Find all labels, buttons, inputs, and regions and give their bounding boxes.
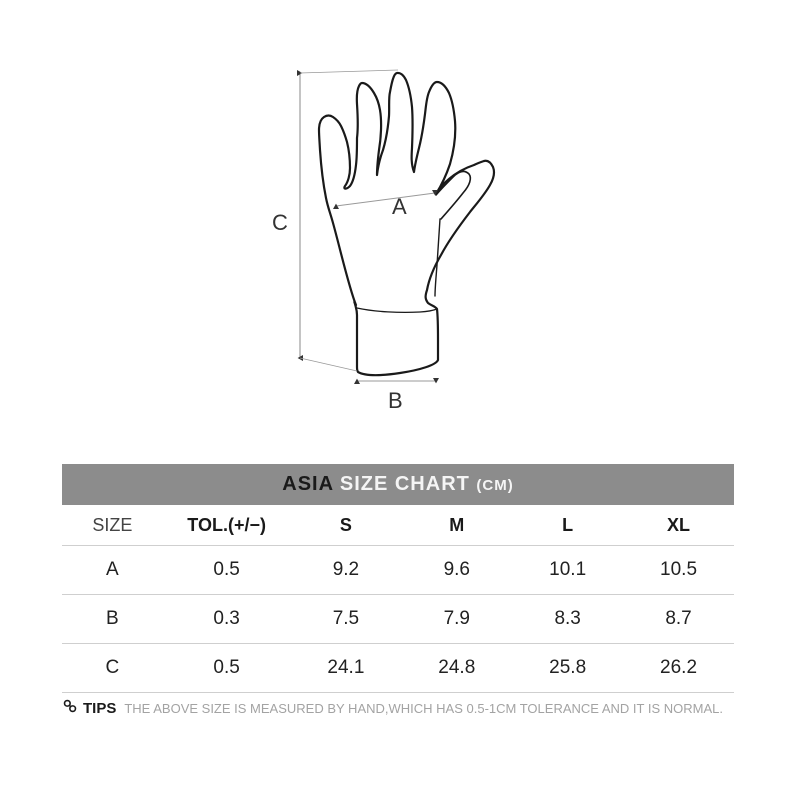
svg-text:A: A bbox=[392, 194, 407, 219]
svg-text:B: B bbox=[388, 388, 403, 413]
svg-text:C: C bbox=[272, 210, 288, 235]
